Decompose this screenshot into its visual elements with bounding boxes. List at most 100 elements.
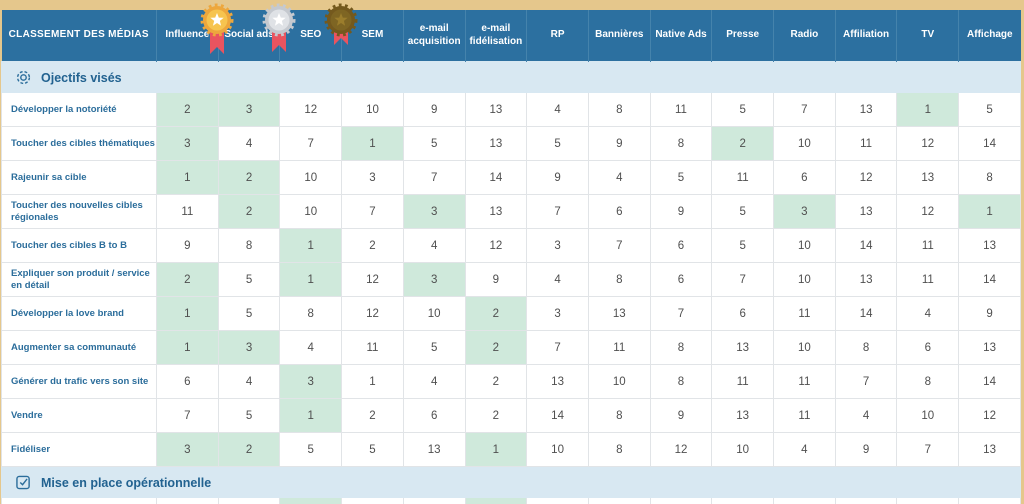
section-title: Ojectifs visés bbox=[1, 61, 1021, 93]
rank-cell: 10 bbox=[773, 330, 836, 365]
rank-cell: 3 bbox=[156, 126, 219, 161]
rank-cell: 10 bbox=[711, 432, 775, 467]
rank-cell: 1 bbox=[279, 398, 343, 433]
rank-cell: 3 bbox=[217, 330, 281, 365]
row-label: Vendre bbox=[1, 398, 157, 433]
rank-cell: 8 bbox=[587, 92, 651, 127]
rank-cell: 5 bbox=[217, 398, 281, 433]
rank-cell: 13 bbox=[711, 398, 775, 433]
rank-cell: 3 bbox=[341, 497, 404, 504]
rank-cell: 4 bbox=[526, 92, 589, 127]
rank-cell: 11 bbox=[896, 262, 960, 297]
rank-cell: 10 bbox=[773, 262, 836, 297]
rank-cell: 6 bbox=[649, 228, 713, 263]
rank-cell: 5 bbox=[526, 126, 589, 161]
rank-cell: 14 bbox=[526, 398, 589, 433]
rank-cell: 1 bbox=[464, 432, 528, 467]
section-row-mise-en-place-op-rationnelle: Mise en place opérationnelle bbox=[1, 466, 1021, 498]
column-header-social-ads: Social ads bbox=[217, 10, 280, 62]
rank-cell: 14 bbox=[958, 364, 1021, 399]
rank-cell: 10 bbox=[587, 364, 651, 399]
rank-cell: 5 bbox=[711, 92, 775, 127]
rank-cell: 6 bbox=[773, 160, 836, 195]
rank-cell: 2 bbox=[156, 262, 219, 297]
rank-cell: 6 bbox=[649, 262, 713, 297]
rank-cell: 6 bbox=[156, 364, 219, 399]
rank-cell: 10 bbox=[526, 432, 589, 467]
rank-cell: 11 bbox=[773, 364, 836, 399]
rank-cell: 3 bbox=[156, 432, 219, 467]
table-row: Rajeunir sa cible 1 2 10 3 7 14 9 4 5 11 6 12 13 8 bbox=[1, 160, 1021, 195]
rank-cell: 1 bbox=[464, 497, 528, 504]
table-row: Toucher des cibles B to B 9 8 1 2 4 12 3 7 6 5 10 14… bbox=[1, 228, 1021, 263]
rank-cell: 13 bbox=[958, 497, 1021, 504]
rank-cell: 12 bbox=[464, 228, 528, 263]
rank-cell: 4 bbox=[834, 398, 898, 433]
rank-cell: 8 bbox=[649, 364, 713, 399]
column-header-presse: Presse bbox=[711, 10, 774, 62]
rank-cell: 12 bbox=[834, 160, 898, 195]
rank-cell: 4 bbox=[402, 364, 466, 399]
row-label: Générer du trafic vers son site bbox=[1, 364, 157, 399]
section-title-text: Ojectifs visés bbox=[41, 70, 122, 85]
rank-cell: 13 bbox=[834, 262, 898, 297]
rank-cell: 8 bbox=[834, 330, 898, 365]
rank-cell: 3 bbox=[402, 262, 466, 297]
table-row: Toucher des nouvelles cibles régionales 1… bbox=[1, 194, 1021, 229]
rank-cell: 7 bbox=[834, 364, 898, 399]
rank-cell: 11 bbox=[834, 126, 898, 161]
column-header-influence: Influence bbox=[156, 10, 219, 62]
row-label: Expliquer son produit / service en détai… bbox=[1, 262, 157, 297]
rank-cell: 12 bbox=[958, 398, 1021, 433]
column-header-seo: SEO bbox=[279, 10, 342, 62]
rank-cell: 4 bbox=[217, 126, 281, 161]
row-label: Toucher des cibles thématiques bbox=[1, 126, 157, 161]
rank-cell: 5 bbox=[341, 432, 404, 467]
table-row: Avoir un budget de départ faible75231016… bbox=[1, 497, 1021, 504]
rank-cell: 7 bbox=[587, 228, 651, 263]
header-classement-des-medias: CLASSEMENT DES MÉDIAS bbox=[1, 10, 157, 62]
rank-cell: 2 bbox=[279, 497, 343, 504]
rank-cell: 3 bbox=[402, 194, 466, 229]
rank-cell: 6 bbox=[402, 398, 466, 433]
column-header-affichage: Affichage bbox=[958, 10, 1021, 62]
rank-cell: 14 bbox=[958, 262, 1021, 297]
rank-cell: 7 bbox=[402, 160, 466, 195]
rank-cell: 7 bbox=[526, 330, 589, 365]
rank-cell: 10 bbox=[896, 398, 960, 433]
rank-cell: 8 bbox=[649, 330, 713, 365]
section-title-text: Mise en place opérationnelle bbox=[41, 475, 212, 490]
rank-cell: 10 bbox=[773, 228, 836, 263]
rank-cell: 9 bbox=[526, 160, 589, 195]
rank-cell: 3 bbox=[341, 160, 404, 195]
rank-cell: 13 bbox=[526, 364, 589, 399]
row-label: Fidéliser bbox=[1, 432, 157, 467]
checkbox-icon bbox=[16, 475, 30, 489]
row-label: Toucher des cibles B to B bbox=[1, 228, 157, 263]
rank-cell: 2 bbox=[464, 364, 528, 399]
row-label: Avoir un budget de départ faible bbox=[1, 497, 157, 504]
rank-cell: 1 bbox=[896, 92, 960, 127]
rank-cell: 9 bbox=[464, 262, 528, 297]
rank-cell: 2 bbox=[217, 432, 281, 467]
rank-cell: 1 bbox=[279, 228, 343, 263]
table-row: Fidéliser 3 2 5 5 13 1 10 8 12 10 4 9 7 13 bbox=[1, 432, 1021, 467]
rank-cell: 8 bbox=[834, 497, 898, 504]
rank-cell: 14 bbox=[834, 228, 898, 263]
table-row: Toucher des cibles thématiques 3 4 7 1 5 13 5 9 8… bbox=[1, 126, 1021, 161]
rank-cell: 2 bbox=[464, 296, 528, 331]
rank-cell: 7 bbox=[773, 92, 836, 127]
rank-cell: 10 bbox=[279, 194, 343, 229]
rank-cell: 3 bbox=[526, 296, 589, 331]
column-header-e-mail-acquisition: e-mail acquisition bbox=[402, 10, 466, 62]
table-row: Générer du trafic vers son site 6 4 3 1 4 2 13 1… bbox=[1, 364, 1021, 399]
rank-cell: 8 bbox=[217, 228, 281, 263]
rank-cell: 7 bbox=[649, 296, 713, 331]
table-row: Développer la notoriété 2 3 12 10 9 13 4 8 11 5 7 13… bbox=[1, 92, 1021, 127]
rank-cell: 5 bbox=[279, 432, 343, 467]
rank-cell: 9 bbox=[834, 432, 898, 467]
rank-cell: 13 bbox=[464, 194, 528, 229]
rank-cell: 13 bbox=[896, 497, 960, 504]
rank-cell: 8 bbox=[587, 262, 651, 297]
